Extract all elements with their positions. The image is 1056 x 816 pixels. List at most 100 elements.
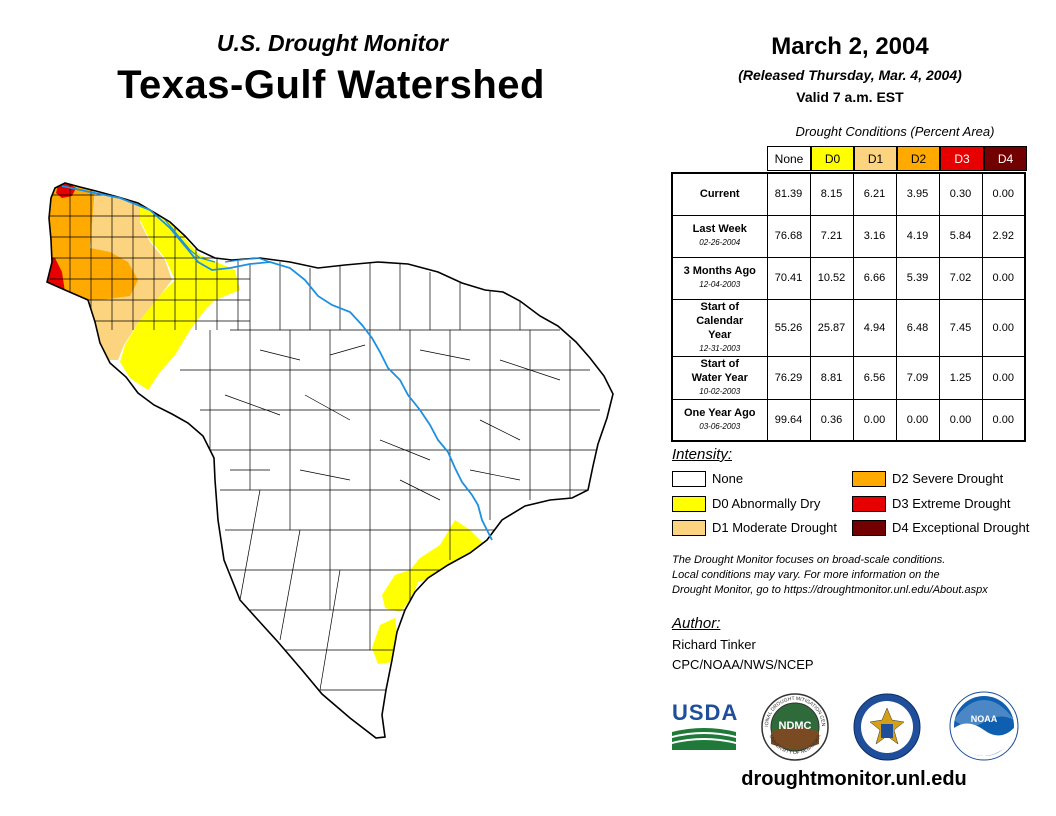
row-label-text: Start of Water Year (691, 357, 748, 384)
row-label: Start of Water Year 10-02-2003 (671, 355, 768, 400)
row-date: 12-31-2003 (699, 343, 741, 353)
county-line (224, 394, 281, 416)
county-line (299, 469, 351, 481)
cell-d1: 6.21 (852, 172, 897, 216)
cell-d3: 7.02 (938, 256, 983, 300)
cell-d2: 3.95 (895, 172, 940, 216)
ndmc-logo: NDMC NATIONAL DROUGHT MITIGATION CENTER … (760, 692, 829, 761)
note-line-2: Local conditions may vary. For more info… (672, 569, 940, 581)
county-line (304, 394, 351, 421)
county-line (319, 569, 341, 691)
row-date: 10-02-2003 (699, 386, 741, 396)
row-date: 12-04-2003 (699, 280, 741, 289)
county-line (469, 469, 521, 481)
cell-d1: 4.94 (852, 298, 897, 357)
river-tributary (224, 257, 271, 263)
row-label: Last Week 02-26-2004 (671, 214, 768, 258)
county-line (419, 349, 471, 361)
legend-swatch (852, 520, 886, 536)
table-row: 3 Months Ago 12-04-2003 70.41 10.52 6.66 5.39… (671, 256, 1026, 300)
cell-d3: 7.45 (938, 298, 983, 357)
cell-d3: 0.00 (938, 398, 983, 442)
cell-d2: 5.39 (895, 256, 940, 300)
county-line (279, 529, 301, 641)
cell-none: 70.41 (766, 256, 811, 300)
map-date: March 2, 2004 (771, 33, 929, 60)
cell-d2: 4.19 (895, 214, 940, 258)
column-header-d0: D0 (811, 146, 854, 171)
table-row: One Year Ago 03-06-2003 99.64 0.36 0.00 0.00 0… (671, 398, 1026, 442)
legend-label: D3 Extreme Drought (892, 496, 1011, 511)
cell-d2: 7.09 (895, 355, 940, 400)
column-header-d1: D1 (854, 146, 897, 171)
legend-label: D1 Moderate Drought (712, 520, 838, 535)
usda-hills-icon (672, 728, 736, 750)
cell-none: 76.29 (766, 355, 811, 400)
table-row: Current 81.39 8.15 6.21 3.95 0.30 0.00 (671, 172, 1026, 216)
legend-swatch (672, 471, 706, 487)
county-line (399, 479, 441, 501)
drought-conditions-table: Current 81.39 8.15 6.21 3.95 0.30 0.00 Last Wee… (671, 172, 1026, 442)
legend-label: None (712, 471, 744, 486)
commerce-seal-logo (853, 693, 921, 761)
legend-label: D2 Severe Drought (892, 471, 1004, 486)
footer-url[interactable]: droughtmonitor.unl.edu (741, 768, 967, 790)
cell-d0: 25.87 (809, 298, 854, 357)
noaa-logo: NOAA (949, 691, 1019, 761)
legend-label: D4 Exceptional Drought (892, 520, 1030, 535)
watershed-boundary (46, 182, 614, 739)
cell-d1: 0.00 (852, 398, 897, 442)
valid-time: Valid 7 a.m. EST (796, 89, 904, 105)
row-label-text: 3 Months Ago (683, 265, 756, 277)
row-label-text: Current (699, 188, 740, 201)
usda-logo: USDA (672, 700, 739, 750)
county-line (329, 344, 366, 356)
cell-d1: 3.16 (852, 214, 897, 258)
table-row: Start of Water Year 10-02-2003 76.29 8.81 6.… (671, 355, 1026, 400)
legend-label: D0 Abnormally Dry (712, 496, 821, 511)
legend-swatch (852, 471, 886, 487)
d3-area-north-tip (56, 183, 76, 198)
cell-d2: 0.00 (895, 398, 940, 442)
row-label: Start of Calendar Year 12-31-2003 (671, 298, 768, 357)
release-date: (Released Thursday, Mar. 4, 2004) (738, 67, 962, 83)
row-label-text: Last Week (692, 223, 747, 235)
author-name: Richard Tinker (672, 637, 756, 652)
cell-d4: 0.00 (981, 355, 1026, 400)
cell-d1: 6.56 (852, 355, 897, 400)
author-title: Author: (672, 615, 721, 632)
county-line (239, 489, 261, 601)
row-date: 02-26-2004 (699, 238, 741, 247)
row-date: 03-06-2003 (699, 421, 741, 431)
table-row: Last Week 02-26-2004 76.68 7.21 3.16 4.19 5.84… (671, 214, 1026, 258)
note-line-1: The Drought Monitor focuses on broad-sca… (672, 554, 946, 566)
usda-logo-text: USDA (672, 700, 739, 725)
county-line (379, 439, 431, 461)
cell-d2: 6.48 (895, 298, 940, 357)
cell-d0: 7.21 (809, 214, 854, 258)
legend-swatch (672, 496, 706, 512)
cell-none: 81.39 (766, 172, 811, 216)
county-line (499, 359, 561, 381)
author-org: CPC/NOAA/NWS/NCEP (672, 657, 814, 672)
d0-area-coast-upper (410, 520, 485, 582)
cell-d4: 0.00 (981, 298, 1026, 357)
disclaimer-note: The Drought Monitor focuses on broad-sca… (672, 553, 1052, 598)
map-subtitle: U.S. Drought Monitor (216, 30, 449, 56)
cell-d1: 6.66 (852, 256, 897, 300)
column-header-none: None (767, 146, 811, 171)
table-row: Start of Calendar Year 12-31-2003 55.26 25.… (671, 298, 1026, 357)
d0-area-northwest (120, 200, 240, 390)
legend-swatch (852, 496, 886, 512)
cell-d4: 0.00 (981, 398, 1026, 442)
ndmc-logo-text: NDMC (779, 720, 812, 732)
row-label: 3 Months Ago 12-04-2003 (671, 256, 768, 300)
column-header-d4: D4 (984, 146, 1027, 171)
county-line (479, 419, 521, 441)
legend-swatch (672, 520, 706, 536)
noaa-logo-text: NOAA (971, 714, 998, 724)
cell-d0: 8.15 (809, 172, 854, 216)
cell-d4: 2.92 (981, 214, 1026, 258)
drought-map (46, 182, 614, 739)
map-title: Texas-Gulf Watershed (117, 63, 545, 107)
